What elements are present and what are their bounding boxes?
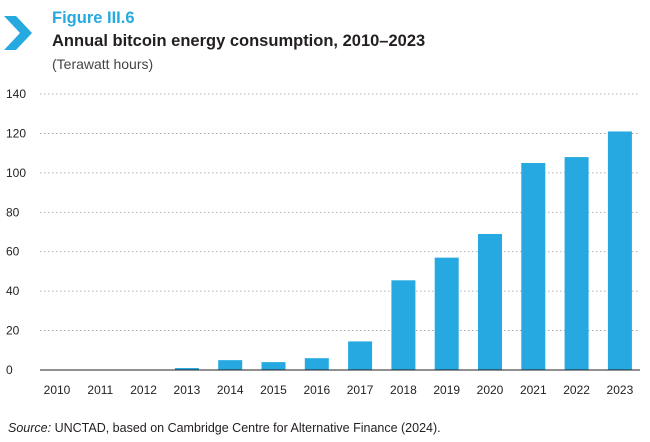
bar-2018 — [391, 280, 416, 370]
gridlines — [40, 93, 640, 331]
bars — [174, 131, 632, 370]
figure-label: Figure III.6 — [52, 9, 135, 27]
x-tick-label: 2016 — [303, 383, 330, 397]
x-tick-label: 2017 — [347, 383, 374, 397]
source-note: Source: UNCTAD, based on Cambridge Centr… — [8, 421, 441, 435]
bar-2021 — [521, 163, 546, 370]
bar-2017 — [348, 341, 373, 370]
bar-2013 — [174, 368, 199, 370]
x-tick-label: 2012 — [130, 383, 157, 397]
y-tick-label: 60 — [6, 245, 20, 259]
x-tick-label: 2011 — [87, 383, 113, 397]
x-tick-label: 2019 — [433, 383, 460, 397]
y-tick-label: 140 — [6, 87, 26, 101]
y-axis-ticks: 0 20 40 60 80 100 120 140 — [6, 87, 26, 377]
x-tick-label: 2010 — [44, 383, 71, 397]
x-tick-label: 2015 — [260, 383, 287, 397]
x-tick-label: 2020 — [477, 383, 504, 397]
y-tick-label: 80 — [6, 205, 20, 219]
bar-2023 — [607, 131, 632, 370]
bar-2019 — [434, 257, 459, 370]
bar-2014 — [218, 360, 243, 370]
chevron-right-icon — [4, 16, 32, 50]
x-axis-ticks: 2010 2011 2012 2013 2014 2015 2016 2017 2018 2019… — [44, 383, 634, 397]
y-tick-label: 20 — [6, 324, 20, 338]
y-tick-label: 120 — [6, 126, 26, 140]
x-tick-label: 2023 — [607, 383, 634, 397]
x-tick-label: 2021 — [520, 383, 547, 397]
y-tick-label: 100 — [6, 166, 26, 180]
y-tick-label: 0 — [6, 363, 13, 377]
x-tick-label: 2022 — [563, 383, 590, 397]
source-text: UNCTAD, based on Cambridge Centre for Al… — [51, 421, 441, 435]
x-tick-label: 2018 — [390, 383, 417, 397]
y-tick-label: 40 — [6, 284, 20, 298]
chart-title: Annual bitcoin energy consumption, 2010–… — [52, 32, 426, 50]
bar-2016 — [304, 358, 329, 370]
bar-2022 — [564, 157, 589, 370]
bar-2020 — [478, 233, 502, 370]
chart-subtitle: (Terawatt hours) — [52, 56, 154, 72]
bar-2015 — [261, 362, 286, 370]
source-prefix: Source: — [8, 421, 52, 435]
x-tick-label: 2014 — [217, 383, 244, 397]
x-tick-label: 2013 — [174, 383, 201, 397]
